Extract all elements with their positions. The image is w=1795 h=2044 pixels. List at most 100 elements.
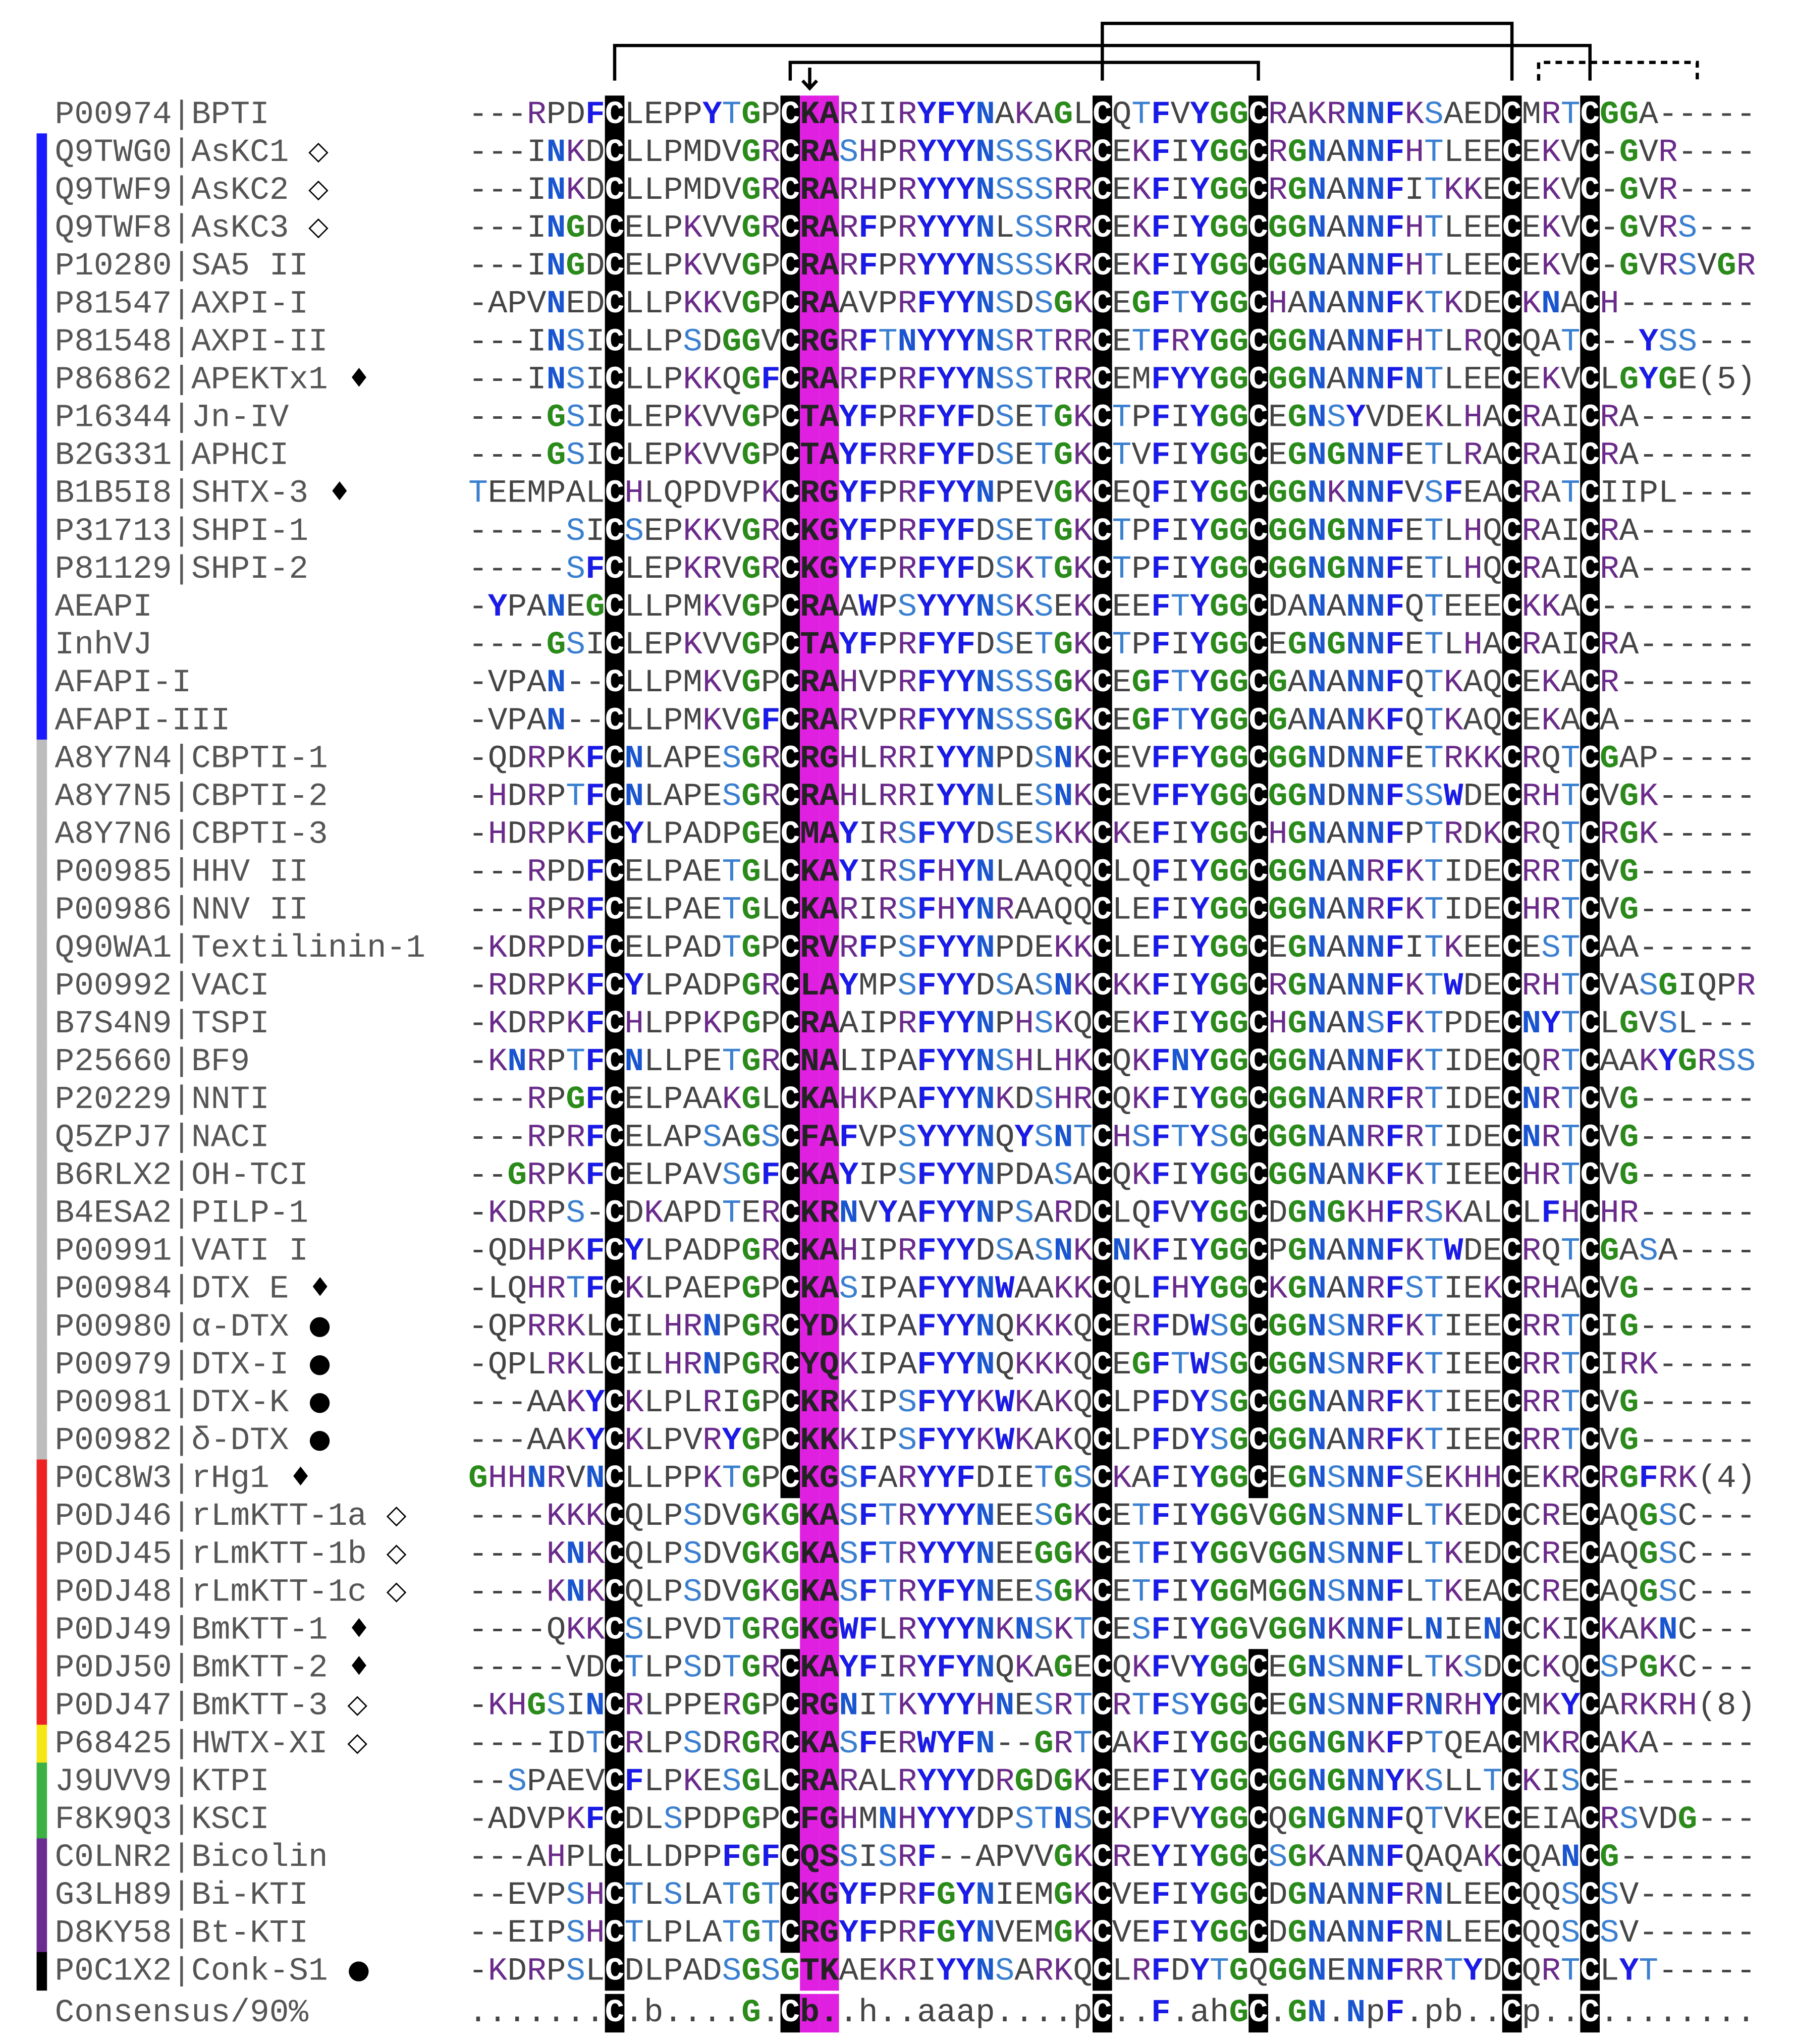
group-bar — [36, 1762, 47, 1801]
row-label: B6RLX2|OH-TCI — [55, 1157, 308, 1194]
sequence: -QPRRKLCILHRNPGRCYDKIPAFYYNQKKKQCERFDWSG… — [468, 1309, 1756, 1346]
row-label: P00992|VACI — [55, 968, 269, 1005]
residue-highlight — [1093, 436, 1112, 475]
row-label: B1B5I8|SHTX-3 — [55, 475, 308, 512]
group-bar — [36, 436, 47, 475]
row-marker: ◇ — [308, 211, 329, 242]
residue-highlight — [780, 474, 800, 513]
residue-highlight — [1093, 361, 1112, 400]
sequence: -ADVPKFCDLSPDPGPCFGHMNHYYYDPSTNSCKPFVYGG… — [468, 1801, 1756, 1838]
residue-highlight — [605, 171, 625, 210]
sequence: -----SFCLEPKRVGRCKGYFPRFYFDSKTGKCTPFIYGG… — [468, 551, 1756, 588]
residue-highlight — [1502, 399, 1522, 437]
group-bar — [36, 815, 47, 854]
residue-highlight — [1502, 664, 1522, 703]
residue-highlight — [1580, 209, 1600, 248]
sequence: ----GSICLEPKVVGPCTAYFPRFYFDSETGKCTPFIYGG… — [468, 400, 1756, 436]
group-bar — [36, 1838, 47, 1877]
residue-highlight — [1502, 436, 1522, 475]
residue-highlight — [800, 209, 820, 248]
row-label: P16344|Jn-IV — [55, 400, 289, 436]
row-label: B4ESA2|PILP-1 — [55, 1195, 308, 1232]
sequence: ---AHPLCLLDPPFGFCQSSISRF--APVVGKCREYIYGG… — [468, 1839, 1756, 1876]
row-label: AFAPI-III — [55, 702, 231, 739]
residue-highlight — [1502, 247, 1522, 286]
residue-highlight — [1502, 626, 1522, 665]
row-marker: ◇ — [347, 1727, 367, 1757]
sequence: -KDRPDFCELPADTGPCRVRFPSFYYNPDEKKCLEFIYGG… — [468, 930, 1756, 967]
residue-highlight — [1248, 474, 1268, 513]
sequence: --SPAEVCFLPKESGLCRARALRYYYDRGDGKCEEFIYGG… — [468, 1763, 1756, 1800]
sequence: ---RPRFCELPAETGLCKARIRSFHYNRAAQQCLEFIYGG… — [468, 892, 1756, 929]
row-label: G3LH89|Bi-KTI — [55, 1877, 308, 1914]
row-label: B7S4N9|TSPI — [55, 1006, 269, 1042]
group-bar — [36, 1270, 47, 1309]
group-bar — [36, 664, 47, 703]
residue-highlight — [1580, 664, 1600, 703]
residue-highlight — [819, 664, 839, 703]
sequence: -HDRPKFCYLPADPGECMAYIRSFYYDSESKKCKEFIYGG… — [468, 816, 1756, 853]
group-bar — [36, 853, 47, 892]
sequence: -KDRPKFCHLPPKPGPCRAAIPRFYYNPHSKQCEKFIYGG… — [468, 1006, 1756, 1042]
sequence: --EIPSHCTLPLATGTCRGYFPRFGYNVEMGKCVEFIYGG… — [468, 1915, 1756, 1952]
group-bar — [36, 360, 47, 400]
residue-highlight — [1093, 664, 1112, 703]
group-bar — [36, 1611, 47, 1650]
residue-highlight — [800, 285, 820, 324]
residue-highlight — [780, 512, 800, 551]
row-marker: ◇ — [387, 1537, 407, 1568]
sequence: ---INKDCLLPMDVGRCRASHPRYYYNSSSKRCEKFIYGG… — [468, 134, 1756, 171]
residue-highlight — [1093, 247, 1112, 286]
residue-highlight — [605, 95, 625, 134]
residue-highlight — [605, 285, 625, 324]
disulfide-bridges — [613, 22, 1699, 91]
residue-highlight — [1580, 285, 1600, 324]
residue-highlight — [780, 701, 800, 741]
residue-highlight — [819, 322, 839, 362]
row-marker: ◇ — [308, 136, 329, 166]
group-bar — [36, 1308, 47, 1347]
residue-highlight — [1248, 436, 1268, 475]
row-label: P00974|BPTI — [55, 96, 269, 133]
sequence: -YPANEGCLLPMKVGPCRAAWPSYYYNSKSEKCEEFTYGG… — [468, 589, 1756, 626]
group-bar — [36, 1573, 47, 1612]
residue-highlight — [1580, 171, 1600, 210]
residue-highlight — [605, 664, 625, 703]
residue-highlight — [819, 626, 839, 665]
residue-highlight — [1502, 512, 1522, 551]
row-marker: ● — [347, 1954, 370, 1984]
residue-highlight — [819, 95, 839, 134]
sequence: ---RPDFCLEPPYTGPCKARIIRYFYNAKAGLCQTFVYGG… — [468, 96, 1756, 133]
residue-highlight — [800, 664, 820, 703]
row-label: Q90WA1|Textilinin-1 — [55, 930, 425, 967]
row-marker: ● — [308, 1424, 331, 1454]
row-label: P00980|α-DTX — [55, 1309, 289, 1346]
group-bar — [36, 1346, 47, 1385]
sequence: -KDRPSLCDLPADSGSGTKAEKRIYYNSARKQCLRFDYTG… — [468, 1953, 1756, 1990]
group-bar — [36, 398, 47, 437]
row-label: P0DJ50|BmKTT-2 — [55, 1650, 328, 1687]
residue-highlight — [1502, 285, 1522, 324]
residue-highlight — [1580, 436, 1600, 475]
sequence: -HDRPTFCNLAPESGRCRAHLRRIYYNLESNKCEVFFYGG… — [468, 778, 1756, 815]
residue-highlight — [1093, 588, 1112, 627]
group-bar — [36, 474, 47, 513]
residue-highlight — [1580, 512, 1600, 551]
residue-highlight — [819, 133, 839, 172]
sequence: ---INSICLLPKKQGFCRARFPRFYYNSSTRRCEMFYYGG… — [468, 361, 1756, 398]
group-bar — [36, 550, 47, 589]
row-marker: ◇ — [387, 1500, 407, 1530]
row-label: AEAPI — [55, 589, 152, 626]
residue-highlight — [780, 322, 800, 362]
residue-highlight — [819, 209, 839, 248]
group-bar — [36, 1649, 47, 1688]
sequence: -----VDCTLPSDTGRCKAYFIRYFYNQKAGECQKFVYGG… — [468, 1650, 1756, 1687]
row-label: P10280|SA5 II — [55, 248, 308, 285]
residue-highlight — [1580, 588, 1600, 627]
residue-highlight — [1580, 550, 1600, 589]
sequence: ---RPDFCELPAETGLCKAYIRSFHYNLAAQQCLQFIYGG… — [468, 854, 1756, 891]
row-label: A8Y7N6|CBPTI-3 — [55, 816, 328, 853]
residue-highlight — [800, 512, 820, 551]
row-marker: ◇ — [347, 1689, 367, 1720]
row-marker: ♦ — [289, 1462, 312, 1492]
